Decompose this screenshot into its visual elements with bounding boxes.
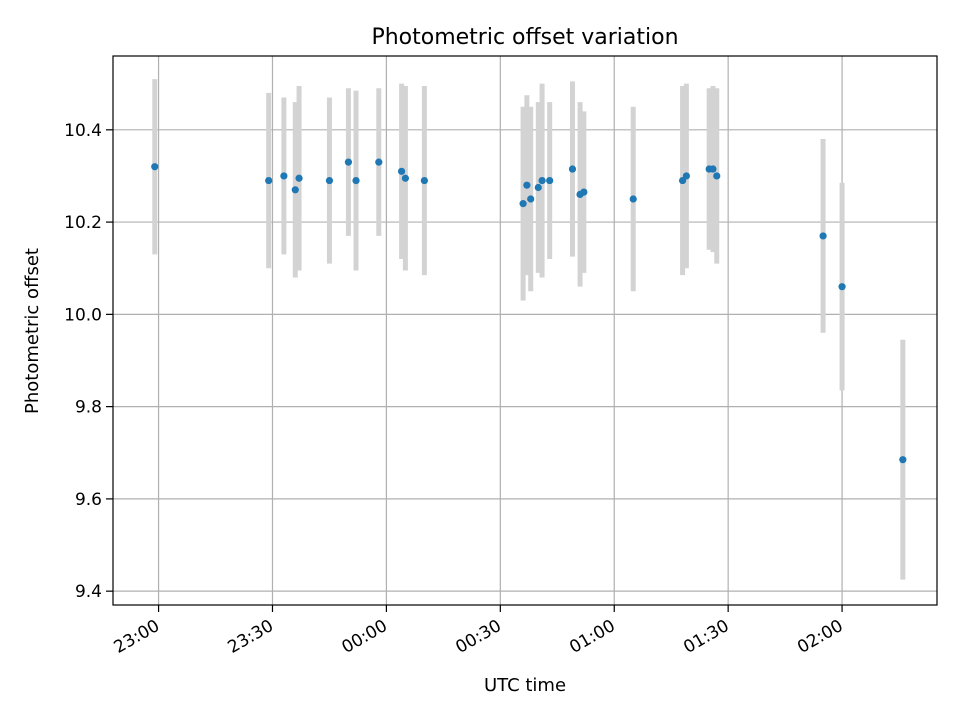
x-axis-label: UTC time [484,675,566,696]
data-point [523,181,531,189]
chart-title: Photometric offset variation [371,25,678,50]
y-tick-label: 9.8 [75,398,102,418]
data-point [295,174,303,182]
y-tick-label: 10.0 [64,305,102,325]
data-point [151,163,159,171]
data-point [819,232,827,240]
plot-frame [112,55,938,606]
y-tick-label: 10.2 [64,213,102,233]
data-point [709,165,717,173]
y-tick-label: 9.4 [75,582,102,602]
data-point [838,283,846,291]
data-point [899,456,907,464]
data-point [291,186,299,194]
y-tick-label: 10.4 [64,121,102,141]
data-point [420,176,428,185]
data-point [344,158,353,166]
y-axis-label: Photometric offset [22,248,43,414]
data-point [352,176,360,185]
y-axis: 9.4 9.6 9.8 10.0 10.2 10.4 [64,121,113,602]
data-point [629,195,637,203]
data-point [375,158,383,166]
data-point [713,172,721,180]
data-point [580,188,588,196]
data-points [151,158,907,464]
data-point [401,174,409,182]
data-point [519,200,527,208]
plot-area [112,55,938,606]
data-point [538,176,546,185]
data-point [527,195,535,203]
data-point [397,167,406,175]
data-point [265,176,273,185]
data-point [325,176,334,185]
data-point [534,183,542,192]
data-point [546,176,554,185]
data-point [682,172,690,180]
data-point [568,165,577,173]
y-tick-label: 9.6 [75,490,102,510]
data-point [280,172,288,180]
